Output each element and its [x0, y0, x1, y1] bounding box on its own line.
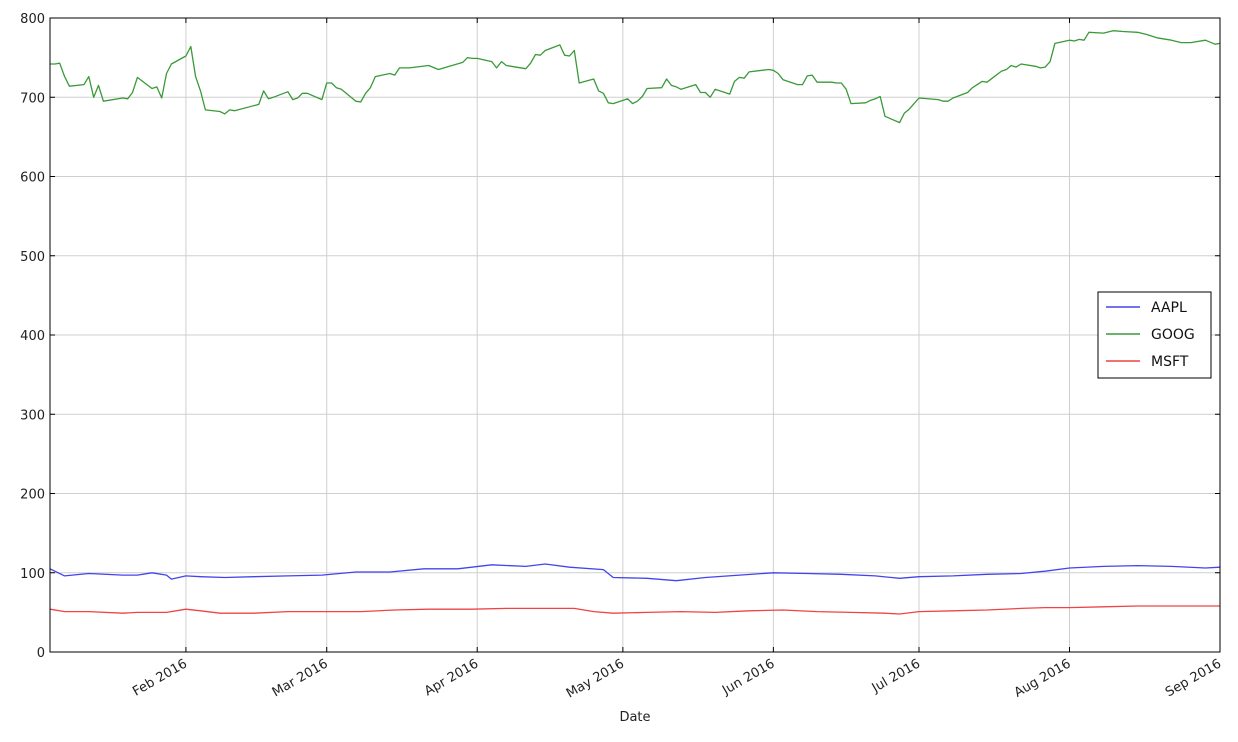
- legend-label-goog: GOOG: [1151, 327, 1195, 343]
- y-tick-label: 300: [20, 408, 45, 423]
- legend-label-msft: MSFT: [1151, 354, 1189, 370]
- y-tick-label: 800: [20, 12, 45, 27]
- legend: AAPL GOOG MSFT: [1097, 291, 1212, 379]
- series-line-aapl: [49, 563, 1221, 582]
- series-lines: [49, 30, 1221, 615]
- y-tick-label: 200: [20, 488, 45, 503]
- series-line-msft: [49, 605, 1220, 615]
- y-tick-label: 500: [20, 250, 45, 265]
- legend-label-aapl: AAPL: [1151, 300, 1187, 316]
- y-tick-label: 700: [20, 91, 45, 106]
- series-line-goog: [50, 30, 1221, 124]
- y-tick-label: 400: [20, 329, 45, 344]
- x-axis-label: Date: [619, 710, 650, 725]
- y-axis: 0 100 200 300 400 500 600 700 800: [20, 12, 1220, 661]
- y-tick-label: 100: [20, 567, 45, 582]
- y-tick-label: 0: [37, 646, 45, 661]
- y-tick-label: 600: [20, 171, 45, 186]
